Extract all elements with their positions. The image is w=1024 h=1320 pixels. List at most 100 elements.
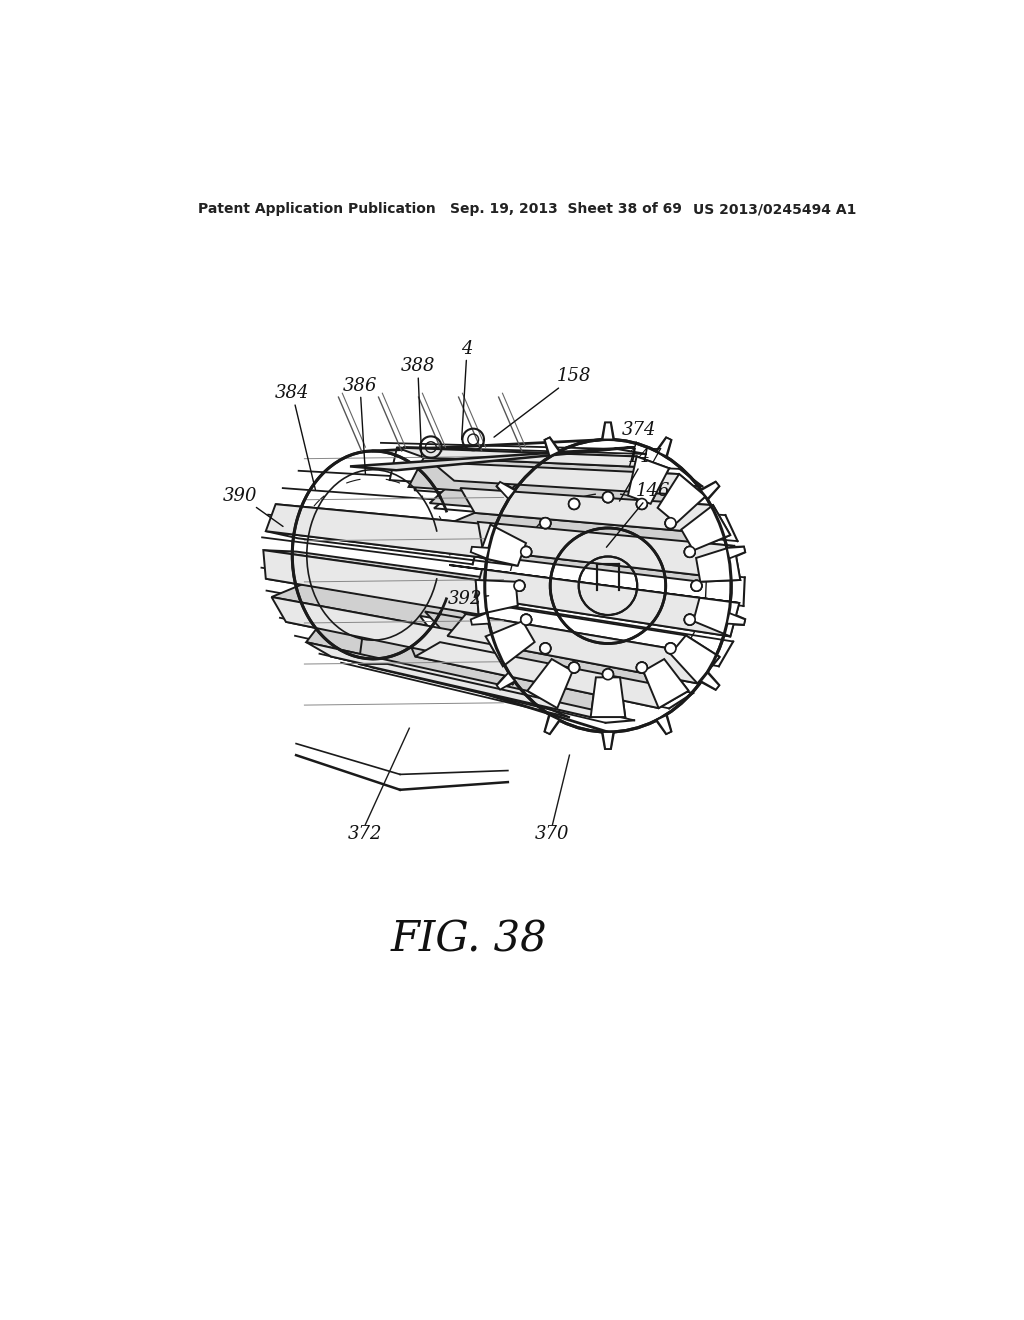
Polygon shape	[681, 506, 730, 550]
Polygon shape	[306, 616, 552, 690]
Text: 390: 390	[222, 487, 283, 527]
Circle shape	[540, 517, 551, 528]
Polygon shape	[266, 504, 490, 557]
Text: 384: 384	[275, 384, 315, 490]
Polygon shape	[444, 513, 730, 550]
Polygon shape	[475, 579, 518, 614]
Text: 146: 146	[606, 482, 670, 548]
Polygon shape	[602, 422, 614, 440]
Polygon shape	[350, 447, 635, 470]
Circle shape	[568, 663, 580, 673]
Polygon shape	[286, 602, 535, 667]
Circle shape	[602, 492, 613, 503]
Text: Patent Application Publication: Patent Application Publication	[199, 202, 436, 216]
Circle shape	[666, 643, 676, 653]
Circle shape	[666, 517, 676, 528]
Circle shape	[540, 643, 551, 653]
Text: 372: 372	[348, 825, 383, 843]
Polygon shape	[331, 626, 572, 708]
Polygon shape	[263, 550, 478, 614]
Polygon shape	[527, 659, 572, 708]
Polygon shape	[497, 673, 515, 689]
Polygon shape	[263, 550, 516, 582]
Polygon shape	[432, 462, 706, 496]
Polygon shape	[696, 546, 740, 582]
Circle shape	[521, 614, 531, 626]
Circle shape	[568, 499, 580, 510]
Polygon shape	[700, 482, 719, 499]
Polygon shape	[727, 612, 745, 626]
Polygon shape	[450, 550, 740, 582]
Polygon shape	[420, 616, 688, 690]
Text: 370: 370	[536, 825, 569, 843]
Polygon shape	[727, 546, 745, 558]
Polygon shape	[475, 569, 739, 636]
Polygon shape	[425, 611, 697, 684]
Polygon shape	[497, 672, 515, 690]
Polygon shape	[545, 437, 559, 457]
Polygon shape	[471, 546, 489, 558]
Polygon shape	[402, 626, 658, 708]
Polygon shape	[602, 422, 613, 440]
Polygon shape	[434, 488, 713, 529]
Text: 158: 158	[494, 367, 591, 437]
Polygon shape	[271, 597, 503, 667]
Circle shape	[568, 663, 580, 673]
Polygon shape	[700, 672, 720, 690]
Polygon shape	[727, 546, 745, 560]
Polygon shape	[656, 437, 671, 457]
Circle shape	[540, 517, 551, 528]
Polygon shape	[655, 715, 672, 734]
Text: 374: 374	[623, 421, 656, 466]
Polygon shape	[471, 612, 489, 626]
Polygon shape	[471, 546, 489, 560]
Circle shape	[691, 581, 701, 591]
Circle shape	[666, 643, 676, 653]
Polygon shape	[415, 642, 688, 708]
Circle shape	[637, 663, 647, 673]
Circle shape	[540, 643, 551, 653]
Text: 386: 386	[343, 376, 377, 474]
Text: US 2013/0245494 A1: US 2013/0245494 A1	[692, 202, 856, 216]
Circle shape	[514, 581, 525, 591]
Polygon shape	[591, 677, 626, 717]
Text: 147: 147	[620, 449, 663, 502]
Circle shape	[637, 499, 647, 510]
Polygon shape	[266, 531, 518, 566]
Circle shape	[684, 614, 695, 626]
Polygon shape	[655, 437, 672, 457]
Polygon shape	[497, 482, 515, 499]
Polygon shape	[602, 733, 613, 748]
Polygon shape	[390, 447, 637, 495]
Circle shape	[666, 517, 676, 528]
Polygon shape	[693, 598, 739, 636]
Polygon shape	[461, 488, 730, 535]
Text: FIG. 38: FIG. 38	[391, 919, 548, 961]
Polygon shape	[485, 622, 535, 667]
Polygon shape	[471, 612, 489, 624]
Text: 392: 392	[449, 590, 488, 607]
Circle shape	[602, 492, 613, 503]
Polygon shape	[358, 664, 626, 717]
Polygon shape	[275, 504, 526, 543]
Polygon shape	[438, 597, 720, 657]
Polygon shape	[430, 480, 706, 523]
Circle shape	[521, 614, 531, 626]
Polygon shape	[727, 612, 745, 624]
Circle shape	[521, 546, 531, 557]
Polygon shape	[358, 631, 596, 717]
Polygon shape	[266, 572, 518, 614]
Circle shape	[637, 663, 647, 673]
Polygon shape	[306, 642, 557, 708]
Circle shape	[684, 614, 695, 626]
Polygon shape	[271, 585, 522, 636]
Polygon shape	[700, 482, 720, 499]
Circle shape	[602, 669, 613, 680]
Text: Sep. 19, 2013  Sheet 38 of 69: Sep. 19, 2013 Sheet 38 of 69	[451, 202, 682, 216]
Circle shape	[684, 546, 695, 557]
Polygon shape	[602, 733, 614, 748]
Circle shape	[521, 546, 531, 557]
Polygon shape	[628, 457, 669, 504]
Polygon shape	[700, 673, 719, 689]
Polygon shape	[447, 614, 720, 684]
